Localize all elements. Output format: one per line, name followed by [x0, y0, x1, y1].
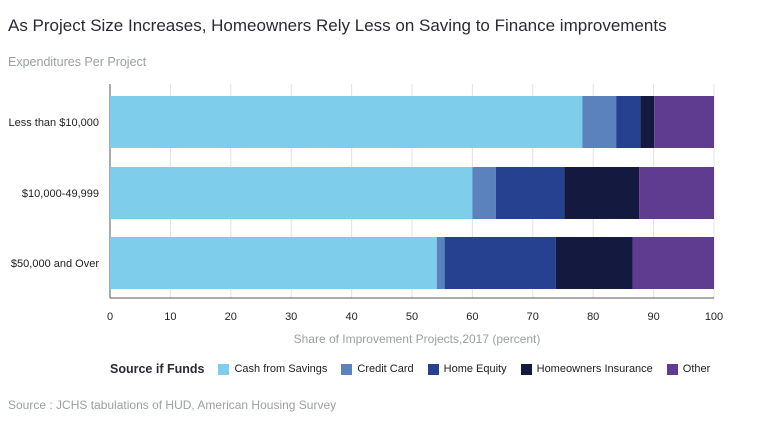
x-tick-label: 80	[587, 311, 599, 323]
bar-segment	[495, 167, 565, 219]
bar-segment	[640, 96, 655, 148]
bar-segment	[582, 96, 617, 148]
x-axis-label: Share of Improvement Projects,2017 (perc…	[294, 332, 541, 346]
legend-items: Cash from Savings Credit Card Home Equity H…	[218, 363, 724, 375]
legend-item: Home Equity	[427, 363, 507, 375]
legend-swatch	[218, 363, 230, 375]
bar-segment	[110, 237, 437, 289]
bar-segment	[616, 96, 641, 148]
bar-segment	[654, 96, 714, 148]
legend-item: Credit Card	[341, 363, 414, 375]
bar-segment	[639, 167, 714, 219]
legend-title: Source if Funds	[110, 362, 205, 376]
source-note: Source : JCHS tabulations of HUD, Americ…	[8, 398, 337, 412]
category-label: Less than $10,000	[8, 117, 99, 129]
x-tick-label: 10	[164, 311, 176, 323]
category-label: $50,000 and Over	[11, 258, 99, 270]
x-tick-label: 30	[285, 311, 297, 323]
legend-label: Home Equity	[443, 363, 507, 375]
legend-swatch	[427, 363, 439, 375]
chart-title: As Project Size Increases, Homeowners Re…	[8, 16, 667, 35]
legend-item: Homeowners Insurance	[520, 363, 653, 375]
legend-swatch	[520, 363, 532, 375]
bar-segment	[444, 237, 556, 289]
x-tick-label: 50	[406, 311, 418, 323]
legend-label: Homeowners Insurance	[536, 363, 653, 375]
legend-item: Other	[666, 363, 711, 375]
legend-swatch	[341, 363, 353, 375]
legend: Source if Funds Cash from Savings Credit …	[110, 362, 724, 376]
bar-segment	[436, 237, 445, 289]
category-label: $10,000-49,999	[22, 188, 99, 200]
bar-segment	[110, 96, 583, 148]
legend-item: Cash from Savings	[218, 363, 327, 375]
bar-segment	[564, 167, 640, 219]
x-tick-label: 70	[527, 311, 539, 323]
chart-subtitle: Expenditures Per Project	[8, 55, 147, 69]
x-tick-label: 60	[466, 311, 478, 323]
bar-segment	[472, 167, 496, 219]
x-tick-label: 0	[107, 311, 113, 323]
bars	[110, 96, 714, 289]
category-labels: Less than $10,000 $10,000-49,999 $50,000 a…	[8, 117, 99, 270]
bar-segment	[110, 167, 473, 219]
x-tick-labels: 0 10 20 30 40 50 60 70 80 90 100	[107, 311, 723, 323]
legend-label: Cash from Savings	[234, 363, 328, 375]
legend-swatch	[666, 363, 678, 375]
x-tick-label: 20	[225, 311, 237, 323]
bar-segment	[555, 237, 633, 289]
legend-label: Credit Card	[357, 363, 414, 375]
x-tick-label: 40	[345, 311, 357, 323]
x-tick-label: 100	[705, 311, 723, 323]
legend-label: Other	[682, 363, 711, 375]
bar-segment	[632, 237, 714, 289]
x-tick-label: 90	[647, 311, 659, 323]
